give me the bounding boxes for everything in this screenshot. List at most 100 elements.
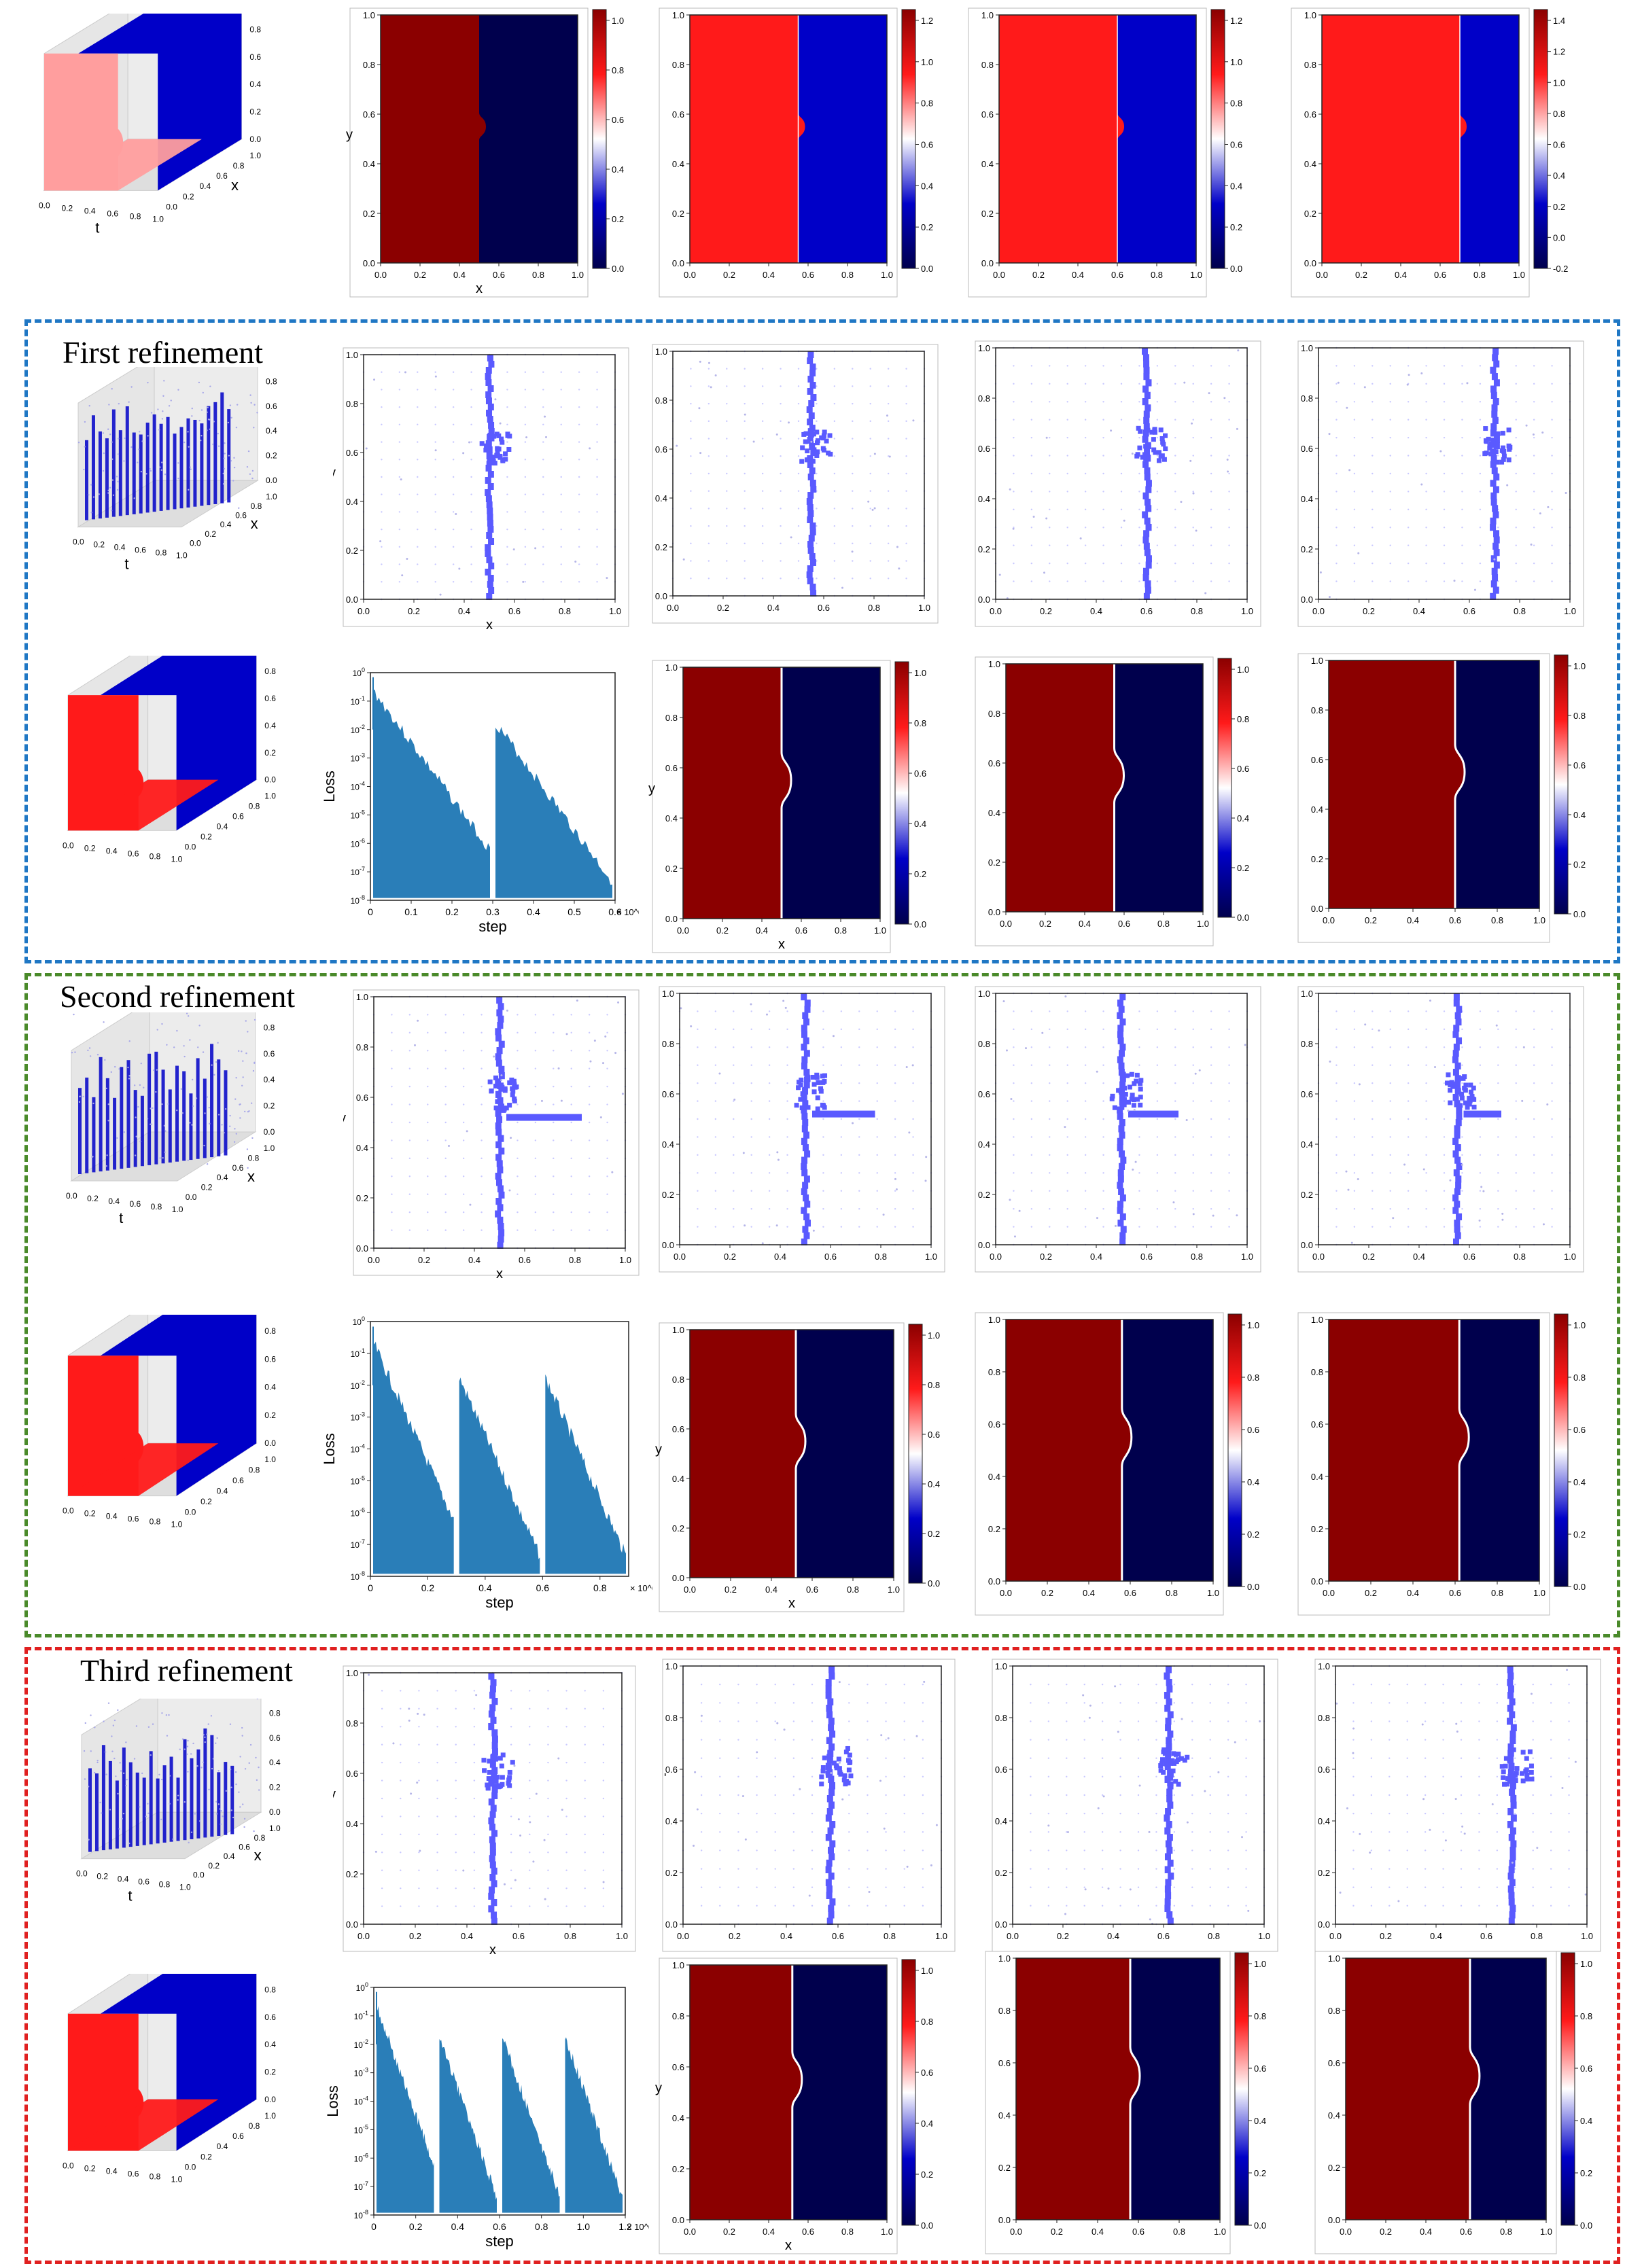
y-tick-label: 0.8 [978, 393, 990, 404]
collocation-point [1155, 1720, 1157, 1722]
collocation-point [254, 1018, 256, 1021]
x-tick-label: 0.0 [357, 1931, 370, 1941]
collocation-point [1210, 1028, 1212, 1031]
collocation-point [1102, 419, 1104, 421]
collocation-point [1425, 401, 1427, 403]
collocation-point [1228, 1100, 1230, 1102]
collocation-point [1194, 1072, 1197, 1075]
plot-frame [1318, 993, 1571, 1245]
collocation-point [1245, 1683, 1247, 1686]
y-tick-label: 0.4 [988, 808, 1000, 818]
refined-point [822, 1079, 827, 1084]
collocation-point [1013, 491, 1015, 493]
collocation-point [408, 1175, 411, 1177]
refined-point [1117, 1112, 1123, 1120]
refined-point [499, 436, 504, 442]
refined-point [801, 993, 807, 1001]
collocation-point [1049, 1010, 1051, 1012]
collocation-point [1191, 1812, 1193, 1815]
collocation-point [1138, 1028, 1140, 1031]
collocation-point [1132, 1168, 1134, 1171]
collocation-point [922, 1683, 924, 1686]
collocation-point [462, 1050, 465, 1052]
refined-point [1165, 1718, 1172, 1725]
collocation-point [1102, 455, 1104, 457]
collocation-point [234, 1128, 236, 1130]
collocation-point [251, 469, 254, 472]
collocation-point [1319, 571, 1322, 573]
collocation-point [540, 1099, 543, 1102]
collocation-point [1155, 1886, 1157, 1888]
refined-point [498, 1148, 505, 1155]
collocation-point [726, 368, 728, 370]
x-tick-label: 0.0 [185, 842, 196, 851]
collocation-point [1210, 436, 1212, 439]
refined-point [1167, 1860, 1174, 1867]
refined-point [807, 437, 814, 444]
y-tick-label: 10-5 [351, 1474, 365, 1486]
t-tick-label: 0.6 [129, 1199, 141, 1209]
collocation-point [1138, 419, 1140, 421]
refined-point [846, 1767, 852, 1773]
collocation-point [444, 1031, 447, 1034]
collocation-point [534, 1175, 537, 1177]
collocation-point [858, 1064, 860, 1066]
collocation-point [1002, 1000, 1005, 1003]
refined-point [796, 1085, 801, 1091]
collocation-point [822, 1226, 824, 1228]
collocation-point [908, 1131, 911, 1134]
x-tick-label: 0.4 [1079, 919, 1091, 929]
refined-point [1121, 1097, 1127, 1102]
refined-point [113, 1097, 117, 1170]
refined-point [497, 1003, 504, 1010]
collocation-point [876, 1172, 878, 1174]
collocation-point [398, 371, 401, 373]
refined-point [489, 1886, 495, 1894]
points-second-1: 0.00.00.20.20.40.40.60.60.80.81.01.0xy [343, 989, 640, 1281]
collocation-point [1114, 1224, 1117, 1227]
collocation-point [922, 1702, 924, 1704]
collocation-point [871, 508, 874, 511]
collocation-point [822, 1190, 824, 1192]
collocation-point [1443, 544, 1446, 546]
collocation-point [756, 1751, 758, 1754]
collocation-point [1064, 1913, 1067, 1915]
refined-point [1164, 1853, 1171, 1860]
collocation-point [1259, 1720, 1261, 1722]
collocation-point [1013, 1100, 1015, 1102]
collocation-point [470, 511, 472, 513]
collocation-point [792, 1702, 795, 1704]
refined-point [1143, 360, 1150, 368]
refined-point [1483, 438, 1488, 444]
refined-point [510, 1760, 515, 1765]
refined-point [1453, 1169, 1460, 1177]
collocation-point [183, 1045, 185, 1047]
collocation-point [560, 423, 562, 426]
collocation-point [848, 1831, 850, 1833]
x-tick-label: 1.0 [269, 1824, 281, 1833]
collocation-point [102, 432, 105, 434]
collocation-point [1372, 1154, 1374, 1156]
collocation-point [912, 1154, 914, 1156]
collocation-point [882, 1213, 885, 1216]
collocation-point [1497, 1100, 1499, 1102]
collocation-point [506, 1009, 508, 1012]
collocation-point [256, 412, 258, 414]
refined-point [1158, 1768, 1164, 1773]
collocation-point [560, 371, 562, 373]
colorbar-tick-label: 0.0 [1573, 909, 1586, 919]
collocation-point [1138, 1010, 1140, 1012]
refined-point [485, 440, 492, 447]
collocation-point [1127, 1110, 1130, 1112]
refined-point [1167, 1782, 1172, 1787]
collocation-point [756, 1702, 758, 1704]
collocation-point [876, 1100, 878, 1102]
x-tick-label: 0.2 [724, 1584, 737, 1595]
collocation-point [1191, 1794, 1193, 1796]
colorbar-tick-label: -0.2 [1553, 264, 1568, 274]
collocation-point [903, 1702, 905, 1704]
collocation-point [560, 459, 562, 461]
collocation-point [381, 441, 383, 443]
refined-point [487, 355, 493, 361]
collocation-point [737, 1812, 739, 1815]
